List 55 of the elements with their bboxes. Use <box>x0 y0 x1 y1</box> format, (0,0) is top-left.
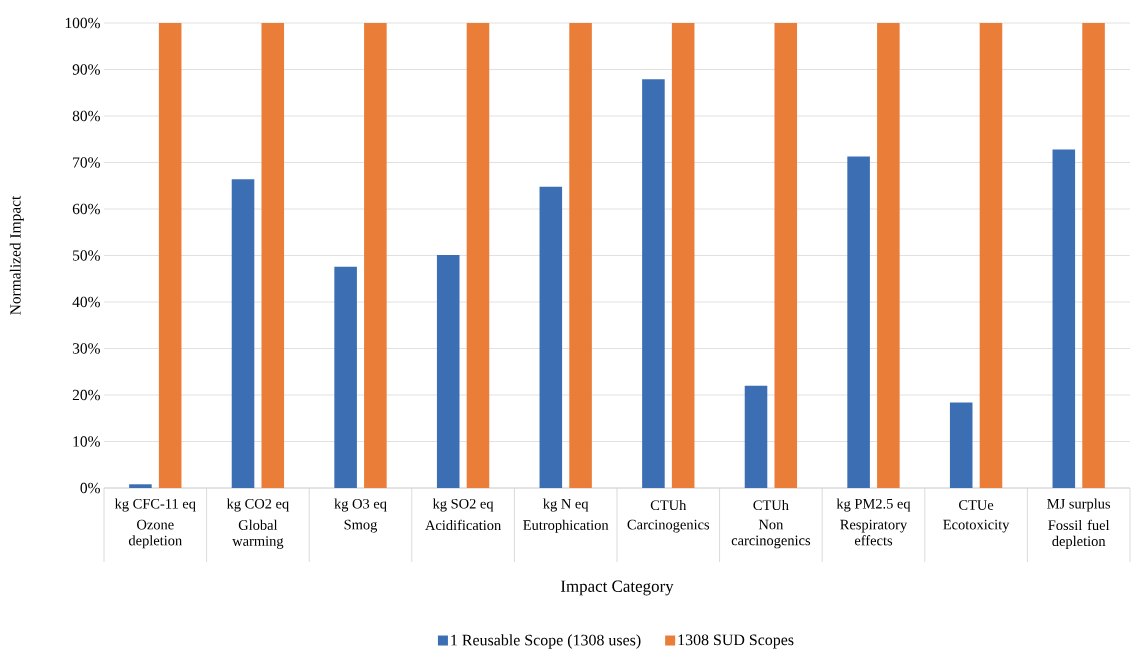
x-tick-label: Acidification <box>425 519 501 531</box>
x-tick-label: Ecotoxicity <box>943 519 1010 533</box>
bar <box>539 186 563 488</box>
y-tick-label: 70% <box>73 157 100 168</box>
bar <box>1082 23 1105 488</box>
x-tick-label: Non carcinogenics <box>731 519 811 549</box>
x-tick-label: Carcinogenics <box>627 519 710 533</box>
x-tick-label: Smog <box>344 519 378 533</box>
bar <box>744 385 768 488</box>
bar <box>231 179 255 488</box>
bar <box>436 255 460 488</box>
bar <box>261 23 285 488</box>
bar <box>334 266 357 488</box>
y-tick-label: 50% <box>73 250 100 261</box>
y-tick-label: 40% <box>72 296 100 308</box>
y-axis-title: Normalized Impact <box>9 195 24 315</box>
x-axis-title: Impact Category <box>560 580 674 596</box>
x-tick-label: Respiratory effects <box>840 519 908 546</box>
bar <box>877 23 900 488</box>
text: kg N eq <box>543 498 589 512</box>
y-tick-label: 80% <box>72 110 100 122</box>
text: kg CFC-11 eq <box>114 498 196 512</box>
bar <box>158 23 182 488</box>
x-tick-label: Eutrophication <box>523 519 609 533</box>
y-tick-label: 10% <box>73 436 100 447</box>
text: CTUh <box>753 499 789 511</box>
text: CTUe <box>959 500 994 510</box>
x-tick-label: Global warming <box>232 519 284 549</box>
y-tick-label: 30% <box>72 343 100 354</box>
x-tick-label: Fossil fuel depletion <box>1048 519 1110 549</box>
bar <box>979 23 1003 488</box>
text: kg CO2 eq <box>226 498 289 512</box>
legend-label: 1308 SUD Scopes <box>678 634 794 649</box>
text: CTUh <box>650 499 687 511</box>
text: kg PM2.5 eq <box>836 498 911 512</box>
bar <box>364 23 387 488</box>
y-tick-label: 0% <box>80 482 100 494</box>
bar <box>569 23 592 488</box>
bar <box>847 156 870 488</box>
bar <box>466 23 490 488</box>
y-tick-label: 20% <box>72 389 100 401</box>
bar <box>949 402 973 488</box>
bar <box>1052 149 1076 488</box>
legend-label: 1 Reusable Scope (1308 uses) <box>451 634 641 649</box>
bar <box>129 484 152 488</box>
y-tick-label: 100% <box>65 17 100 29</box>
text: kg SO2 eq <box>432 498 494 512</box>
x-tick-label: Ozone depletion <box>128 519 182 549</box>
bar <box>774 23 798 488</box>
text: MJ surplus <box>1047 498 1111 512</box>
text: kg O3 eq <box>334 498 387 512</box>
y-tick-label: 60% <box>72 203 100 215</box>
bar <box>642 79 665 488</box>
bar <box>671 23 695 488</box>
y-tick-label: 90% <box>72 64 100 75</box>
